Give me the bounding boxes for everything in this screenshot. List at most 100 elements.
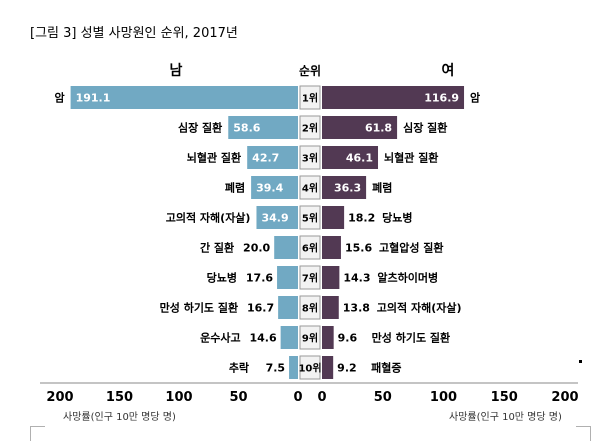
male-tick-label: 50: [229, 390, 247, 405]
chart-title: [그림 3] 성별 사망원인 순위, 2017년: [30, 26, 238, 41]
male-value-label: 20.0: [243, 242, 270, 255]
female-value-label: 116.9: [424, 92, 459, 105]
female-bar: [322, 206, 345, 229]
female-bar: [322, 326, 334, 349]
female-category-label: 심장 질환: [403, 121, 447, 135]
male-category-label: 심장 질환: [178, 121, 222, 135]
male-tick-label: 200: [46, 390, 73, 405]
male-tick-label: 150: [106, 390, 133, 405]
rank-box: [299, 355, 321, 380]
rank-label: 2위: [302, 122, 318, 135]
rank-label: 8위: [302, 302, 318, 315]
female-bar: [322, 86, 465, 109]
rank-box: [299, 175, 321, 200]
male-category-label: 암: [54, 92, 64, 105]
female-category-label: 고의적 자해(자살): [377, 301, 462, 315]
rank-label: 9위: [302, 332, 318, 345]
male-value-label: 42.7: [252, 152, 279, 165]
female-category-label: 암: [470, 92, 480, 105]
female-bar: [322, 116, 398, 139]
male-value-label: 7.5: [266, 362, 286, 375]
rank-box: [299, 145, 321, 170]
female-value-label: 9.2: [337, 362, 357, 375]
male-category-label: 추락: [229, 361, 249, 375]
female-header: 여: [442, 62, 455, 79]
rank-box: [299, 205, 321, 230]
female-category-label: 당뇨병: [382, 211, 412, 225]
male-bar: [274, 236, 298, 259]
rank-label: 6위: [302, 242, 318, 255]
male-category-label: 운수사고: [200, 331, 240, 345]
female-value-label: 36.3: [334, 182, 361, 195]
male-value-label: 17.6: [246, 272, 273, 285]
female-category-label: 만성 하기도 질환: [372, 331, 451, 345]
female-tick-label: 0: [317, 390, 326, 405]
male-bar: [256, 206, 298, 229]
female-bar: [322, 146, 379, 169]
page-corner-left: [30, 426, 45, 441]
male-category-label: 만성 하기도 질환: [160, 301, 239, 315]
rank-label: 5위: [302, 212, 318, 225]
rank-label: 4위: [302, 182, 318, 195]
page-corner-right: [576, 426, 591, 441]
female-tick-label: 200: [551, 390, 578, 405]
rank-header: 순위: [299, 64, 321, 78]
stray-dot: [579, 360, 582, 363]
male-value-label: 34.9: [261, 212, 288, 225]
female-category-label: 뇌혈관 질환: [384, 151, 438, 165]
male-value-label: 58.6: [233, 122, 260, 135]
male-value-label: 39.4: [256, 182, 283, 195]
rank-box: [299, 295, 321, 320]
male-bar: [251, 176, 298, 199]
male-category-label: 당뇨병: [207, 271, 237, 285]
rank-box: [299, 235, 321, 260]
female-value-label: 46.1: [346, 152, 373, 165]
rank-label: 3위: [302, 152, 318, 165]
female-category-label: 패혈증: [371, 361, 401, 375]
male-bar: [70, 86, 298, 109]
male-value-label: 14.6: [249, 332, 276, 345]
female-value-label: 14.3: [343, 272, 370, 285]
rank-box: [299, 265, 321, 290]
female-tick-label: 50: [374, 390, 392, 405]
rank-box: [299, 115, 321, 140]
rank-box: [299, 85, 321, 110]
x-axis-label-male: 사망률(인구 10만 명당 명): [63, 411, 176, 423]
female-bar: [322, 236, 341, 259]
female-category-label: 알츠하이머병: [377, 271, 438, 285]
female-bar: [322, 266, 340, 289]
female-value-label: 13.8: [343, 302, 370, 315]
female-value-label: 18.2: [348, 212, 375, 225]
male-bar: [280, 326, 298, 349]
female-value-label: 61.8: [365, 122, 392, 135]
female-category-label: 폐렴: [372, 181, 392, 195]
male-tick-label: 0: [293, 390, 302, 405]
male-value-label: 191.1: [76, 92, 111, 105]
female-bar: [322, 296, 339, 319]
female-category-label: 고혈압성 질환: [379, 241, 444, 255]
male-bar: [278, 296, 298, 319]
male-bar: [228, 116, 298, 139]
female-bar: [322, 176, 367, 199]
rank-box: [299, 325, 321, 350]
x-axis-label-female: 사망률(인구 10만 명당 명): [449, 411, 562, 423]
rank-label: 1위: [302, 92, 318, 105]
male-bar: [277, 266, 298, 289]
female-value-label: 15.6: [345, 242, 372, 255]
rank-label: 10위: [298, 362, 321, 375]
male-tick-label: 100: [165, 390, 192, 405]
male-category-label: 고의적 자해(자살): [166, 211, 251, 225]
female-bar: [322, 356, 334, 379]
male-category-label: 뇌혈관 질환: [187, 151, 241, 165]
male-value-label: 16.7: [247, 302, 274, 315]
female-value-label: 9.6: [338, 332, 358, 345]
female-tick-label: 150: [491, 390, 518, 405]
rank-label: 7위: [302, 272, 318, 285]
male-bar: [289, 356, 298, 379]
male-category-label: 폐렴: [225, 181, 245, 195]
male-header: 남: [170, 62, 183, 79]
male-bar: [247, 146, 298, 169]
male-category-label: 간 질환: [200, 241, 234, 255]
female-tick-label: 100: [430, 390, 457, 405]
